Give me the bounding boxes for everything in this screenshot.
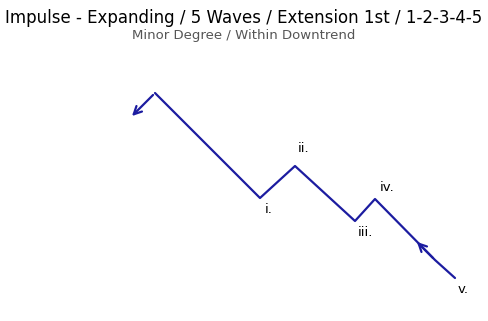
Text: Impulse - Expanding / 5 Waves / Extension 1st / 1-2-3-4-5: Impulse - Expanding / 5 Waves / Extensio… bbox=[5, 9, 483, 27]
Text: iv.: iv. bbox=[380, 181, 395, 194]
Text: ii.: ii. bbox=[298, 142, 309, 155]
Text: Minor Degree / Within Downtrend: Minor Degree / Within Downtrend bbox=[132, 30, 356, 42]
Text: i.: i. bbox=[265, 203, 273, 216]
Text: iii.: iii. bbox=[358, 226, 373, 239]
Text: v.: v. bbox=[458, 283, 469, 296]
